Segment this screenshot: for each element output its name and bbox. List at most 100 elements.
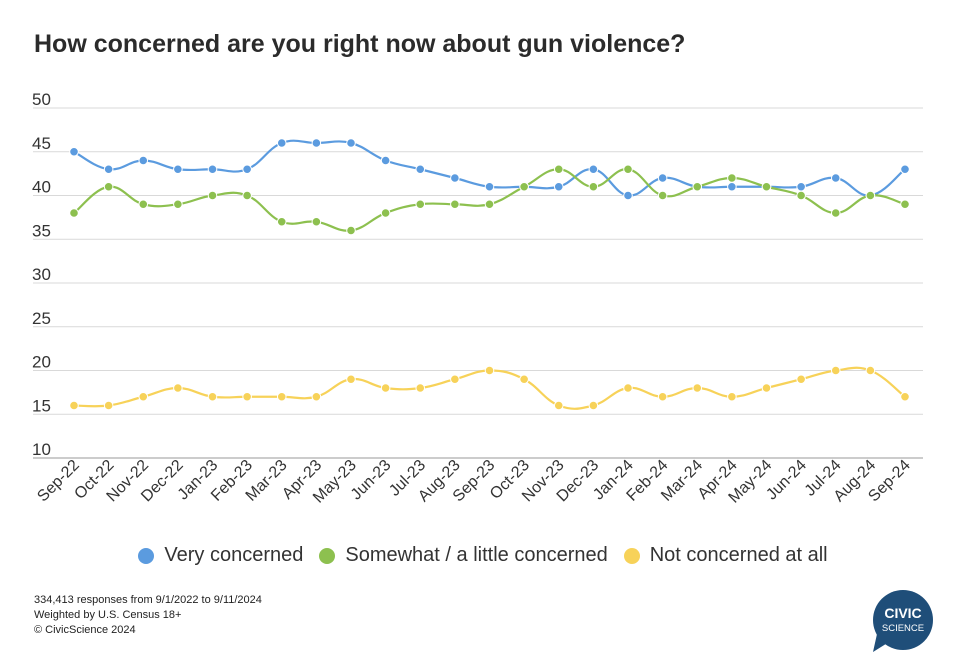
x-tick-label: Sep-22 <box>34 457 83 506</box>
series-points <box>69 138 910 411</box>
footnote-weighting: Weighted by U.S. Census 18+ <box>34 609 182 621</box>
point-not-concerned <box>727 391 737 402</box>
point-not-concerned <box>69 400 79 411</box>
point-very-concerned <box>553 181 564 192</box>
y-axis-ticks: 10 15 20 25 30 35 40 45 50 <box>32 90 51 459</box>
point-not-concerned <box>553 400 564 411</box>
point-not-concerned <box>207 391 218 402</box>
point-not-concerned <box>657 391 668 402</box>
point-not-concerned <box>242 391 252 402</box>
legend: Very concerned Somewhat / a little conce… <box>0 544 966 567</box>
point-not-concerned <box>761 383 772 393</box>
footnotes: 334,413 responses from 9/1/2022 to 9/11/… <box>34 593 262 638</box>
point-very-concerned <box>173 164 183 175</box>
point-not-concerned <box>173 383 183 393</box>
logo-text-bottom: SCIENCE <box>882 623 924 634</box>
point-somewhat-concerned <box>415 199 426 210</box>
legend-item-somewhat-concerned: Somewhat / a little concerned <box>319 544 608 567</box>
point-somewhat-concerned <box>242 190 252 201</box>
chart-title: How concerned are you right now about gu… <box>34 30 686 58</box>
point-very-concerned <box>346 138 356 148</box>
point-not-concerned <box>276 391 287 402</box>
point-very-concerned <box>311 138 322 148</box>
point-somewhat-concerned <box>727 173 737 183</box>
point-very-concerned <box>900 164 910 175</box>
point-somewhat-concerned <box>311 216 322 227</box>
point-not-concerned <box>623 383 633 393</box>
legend-label-somewhat-concerned: Somewhat / a little concerned <box>345 544 608 566</box>
x-tick-label: Jun-23 <box>348 457 395 504</box>
point-somewhat-concerned <box>519 181 529 192</box>
point-somewhat-concerned <box>657 190 668 201</box>
legend-dot-not-concerned <box>623 547 640 564</box>
y-tick-label: 35 <box>32 221 51 240</box>
point-somewhat-concerned <box>173 199 183 210</box>
x-axis-ticks: Sep-22Oct-22Nov-22Dec-22Jan-23Feb-23Mar-… <box>34 457 914 507</box>
point-not-concerned <box>796 374 806 385</box>
y-tick-label: 30 <box>32 265 51 284</box>
point-somewhat-concerned <box>276 216 287 227</box>
point-somewhat-concerned <box>380 208 391 218</box>
point-not-concerned <box>865 365 876 376</box>
point-very-concerned <box>207 164 218 175</box>
legend-dot-somewhat-concerned <box>319 547 336 564</box>
grid-lines <box>33 107 923 459</box>
x-tick-label: Jun-24 <box>763 457 810 504</box>
point-somewhat-concerned <box>450 199 460 210</box>
logo-text-top: CIVIC <box>884 605 921 621</box>
y-tick-label: 25 <box>32 309 51 328</box>
point-somewhat-concerned <box>623 164 633 175</box>
point-very-concerned <box>415 164 426 175</box>
point-not-concerned <box>346 374 356 385</box>
y-tick-label: 40 <box>32 178 51 197</box>
point-somewhat-concerned <box>830 208 841 218</box>
point-very-concerned <box>588 164 599 175</box>
point-somewhat-concerned <box>865 190 876 201</box>
point-somewhat-concerned <box>207 190 218 201</box>
point-not-concerned <box>830 365 841 376</box>
legend-label-very-concerned: Very concerned <box>164 544 304 566</box>
y-tick-label: 45 <box>32 134 51 153</box>
point-not-concerned <box>692 383 703 393</box>
footnote-copyright: © CivicScience 2024 <box>34 624 136 636</box>
point-not-concerned <box>415 383 426 393</box>
point-very-concerned <box>103 164 114 175</box>
y-tick-label: 50 <box>32 90 51 109</box>
legend-item-not-concerned: Not concerned at all <box>623 544 828 567</box>
point-somewhat-concerned <box>761 181 772 192</box>
civicscience-logo: CIVIC SCIENCE <box>873 590 933 652</box>
point-somewhat-concerned <box>588 181 599 192</box>
point-somewhat-concerned <box>692 181 703 192</box>
point-very-concerned <box>380 155 391 166</box>
point-very-concerned <box>484 181 495 192</box>
footnote-responses: 334,413 responses from 9/1/2022 to 9/11/… <box>34 594 262 606</box>
point-not-concerned <box>900 391 910 402</box>
point-not-concerned <box>519 374 529 385</box>
point-not-concerned <box>311 391 322 402</box>
point-very-concerned <box>69 146 79 157</box>
point-not-concerned <box>103 400 114 411</box>
point-very-concerned <box>657 173 668 183</box>
point-not-concerned <box>380 383 391 393</box>
point-very-concerned <box>727 181 737 192</box>
legend-item-very-concerned: Very concerned <box>138 544 303 567</box>
point-somewhat-concerned <box>484 199 495 210</box>
point-very-concerned <box>830 173 841 183</box>
point-very-concerned <box>242 164 252 175</box>
point-not-concerned <box>138 391 149 402</box>
y-tick-label: 10 <box>32 440 51 459</box>
point-very-concerned <box>276 138 287 148</box>
point-somewhat-concerned <box>103 181 114 192</box>
point-somewhat-concerned <box>138 199 149 210</box>
legend-dot-very-concerned <box>138 547 155 564</box>
point-somewhat-concerned <box>796 190 806 201</box>
point-very-concerned <box>450 173 460 183</box>
y-tick-label: 20 <box>32 353 51 372</box>
point-not-concerned <box>588 400 599 411</box>
point-somewhat-concerned <box>69 208 79 218</box>
point-somewhat-concerned <box>346 225 356 236</box>
point-very-concerned <box>796 181 806 192</box>
point-not-concerned <box>484 365 495 376</box>
point-somewhat-concerned <box>553 164 564 175</box>
